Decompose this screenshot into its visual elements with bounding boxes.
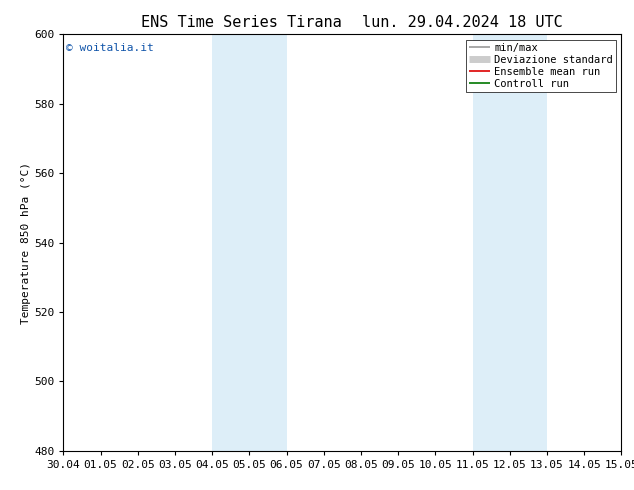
Text: ENS Time Series Tirana: ENS Time Series Tirana [141, 15, 341, 30]
Text: © woitalia.it: © woitalia.it [66, 43, 154, 52]
Y-axis label: Temperature 850 hPa (°C): Temperature 850 hPa (°C) [22, 162, 31, 323]
Text: lun. 29.04.2024 18 UTC: lun. 29.04.2024 18 UTC [363, 15, 563, 30]
Bar [212, 34, 287, 451]
Legend: min/max, Deviazione standard, Ensemble mean run, Controll run: min/max, Deviazione standard, Ensemble m… [466, 40, 616, 92]
Bar [472, 34, 547, 451]
